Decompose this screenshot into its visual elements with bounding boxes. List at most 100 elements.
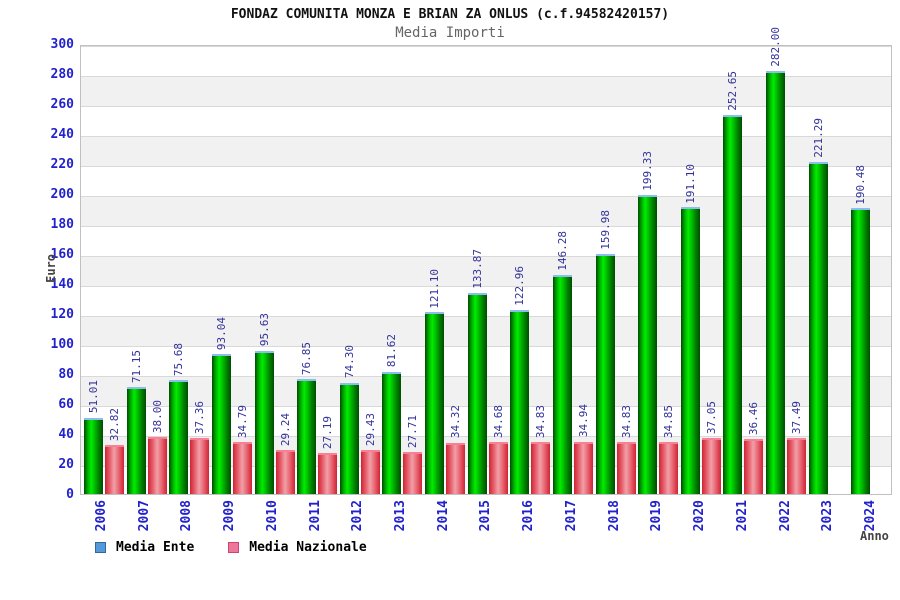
x-tick-label: 2017 xyxy=(563,500,579,532)
bar-group-2012: 74.30 29.43 xyxy=(337,46,380,494)
value-label-media-ente: 159.98 xyxy=(598,210,612,251)
legend-item-media-nazionale: Media Nazionale xyxy=(228,540,367,555)
value-label-media-nazionale: 36.46 xyxy=(747,402,761,436)
bar-media-ente xyxy=(425,312,444,494)
value-label-media-ente: 93.04 xyxy=(214,317,228,351)
value-label-media-nazionale: 32.82 xyxy=(108,407,121,441)
value-label-media-ente: 75.68 xyxy=(172,343,186,377)
legend-item-media-ente: Media Ente xyxy=(95,540,194,555)
x-axis-title: Anno xyxy=(860,529,889,543)
bar-media-nazionale xyxy=(787,437,806,494)
chart-subtitle: Media Importi xyxy=(395,25,505,41)
legend-label: Media Ente xyxy=(116,540,195,555)
x-tick-label: 2015 xyxy=(478,500,494,532)
value-label-media-ente: 221.29 xyxy=(811,118,825,159)
bar-group-2009: 93.04 34.79 xyxy=(209,46,252,494)
x-tick-slot: 2009 xyxy=(208,500,251,536)
y-tick-label: 240 xyxy=(50,127,74,142)
bar-media-ente xyxy=(680,207,700,494)
bar-media-ente xyxy=(851,208,871,494)
value-label-media-ente: 71.15 xyxy=(129,350,143,384)
x-tick-label: 2019 xyxy=(649,500,665,532)
bar-group-2011: 76.85 27.19 xyxy=(294,46,338,494)
y-tick-label: 140 xyxy=(50,277,74,292)
value-label-media-nazionale: 27.19 xyxy=(321,416,335,450)
bar-media-nazionale xyxy=(744,439,764,494)
value-label-media-nazionale: 37.49 xyxy=(790,400,803,434)
legend-label: Media Nazionale xyxy=(249,540,367,555)
value-label-media-nazionale: 37.05 xyxy=(704,401,718,435)
bar-media-nazionale xyxy=(573,441,593,494)
x-tick-slot: 2023 xyxy=(806,500,849,536)
value-label-media-ente: 191.10 xyxy=(683,163,697,204)
y-axis-title: Euro xyxy=(44,254,58,283)
x-tick-slot: 2022 xyxy=(764,500,807,536)
bar-media-nazionale xyxy=(360,449,380,494)
bar-media-ente xyxy=(552,274,572,494)
bar-group-2016: 122.96 34.83 xyxy=(507,46,551,494)
value-label-media-nazionale: 29.24 xyxy=(278,413,292,447)
value-label-media-ente: 199.33 xyxy=(641,151,655,192)
bar-media-ente xyxy=(382,371,402,494)
value-label-media-ente: 122.96 xyxy=(513,265,527,306)
bar-media-nazionale xyxy=(446,442,465,494)
x-tick-slot: 2012 xyxy=(336,500,379,536)
bar-group-2017: 146.28 34.94 xyxy=(550,46,593,494)
bar-group-2024: 190.48 xyxy=(848,46,891,494)
bar-group-2007: 71.15 38.00 xyxy=(124,46,167,494)
value-label-media-ente: 190.48 xyxy=(854,164,868,205)
bar-group-2010: 95.63 29.24 xyxy=(252,46,295,494)
bar-group-2006: 51.01 32.82 xyxy=(81,46,124,494)
value-label-media-ente: 81.62 xyxy=(385,334,399,368)
x-tick-slot: 2019 xyxy=(636,500,679,536)
bar-media-ente xyxy=(254,350,274,494)
bar-media-nazionale xyxy=(616,441,636,494)
x-tick-label: 2020 xyxy=(692,500,708,532)
bar-media-nazionale xyxy=(701,438,721,494)
x-tick-label: 2009 xyxy=(222,500,238,532)
x-tick-label: 2016 xyxy=(521,500,537,532)
y-tick-label: 0 xyxy=(66,487,74,502)
bar-media-ente xyxy=(211,354,231,494)
bar-group-2013: 81.62 27.71 xyxy=(379,46,423,494)
legend: Media Ente Media Nazionale xyxy=(95,540,367,555)
bar-group-2022: 282.00 37.49 xyxy=(763,27,806,494)
x-tick-label: 2006 xyxy=(93,500,109,532)
bar-media-nazionale xyxy=(403,452,423,494)
x-tick-label: 2010 xyxy=(264,500,280,532)
value-label-media-nazionale: 37.36 xyxy=(193,400,207,434)
y-tick-label: 180 xyxy=(50,217,74,232)
value-label-media-nazionale: 27.71 xyxy=(406,415,420,449)
bar-group-2023: 221.29 xyxy=(806,46,849,494)
value-label-media-nazionale: 34.83 xyxy=(534,404,548,438)
x-tick-slot: 2015 xyxy=(465,500,508,536)
y-tick-label: 100 xyxy=(50,337,74,352)
value-label-media-nazionale: 34.32 xyxy=(449,405,462,439)
bar-media-ente xyxy=(467,293,487,494)
bar-media-ente xyxy=(126,387,146,494)
x-tick-slot: 2021 xyxy=(721,500,764,536)
y-tick-label: 40 xyxy=(58,427,74,442)
x-tick-slot: 2020 xyxy=(678,500,721,536)
x-tick-slot: 2007 xyxy=(123,500,166,536)
value-label-media-ente: 76.85 xyxy=(300,341,314,375)
bar-media-ente xyxy=(297,378,317,494)
value-label-media-nazionale: 29.43 xyxy=(363,412,377,446)
x-tick-label: 2008 xyxy=(179,500,195,532)
bar-media-nazionale xyxy=(318,453,338,494)
y-tick-label: 60 xyxy=(58,397,74,412)
bars-layer: 51.01 32.82 71.15 38.00 75.68 37.36 93.04 34.79… xyxy=(81,27,891,494)
value-label-media-ente: 51.01 xyxy=(87,380,100,414)
bar-media-nazionale xyxy=(659,441,679,494)
x-tick-label: 2012 xyxy=(350,500,366,532)
value-label-media-ente: 252.65 xyxy=(726,71,740,112)
value-label-media-nazionale: 34.85 xyxy=(662,404,676,438)
bar-group-2020: 191.10 37.05 xyxy=(678,46,721,494)
bar-media-nazionale xyxy=(147,437,167,494)
x-tick-slot: 2017 xyxy=(550,500,593,536)
x-tick-slot: 2010 xyxy=(251,500,294,536)
bar-media-ente xyxy=(169,380,189,494)
x-tick-label: 2018 xyxy=(606,500,622,532)
x-tick-slot: 2014 xyxy=(422,500,465,536)
